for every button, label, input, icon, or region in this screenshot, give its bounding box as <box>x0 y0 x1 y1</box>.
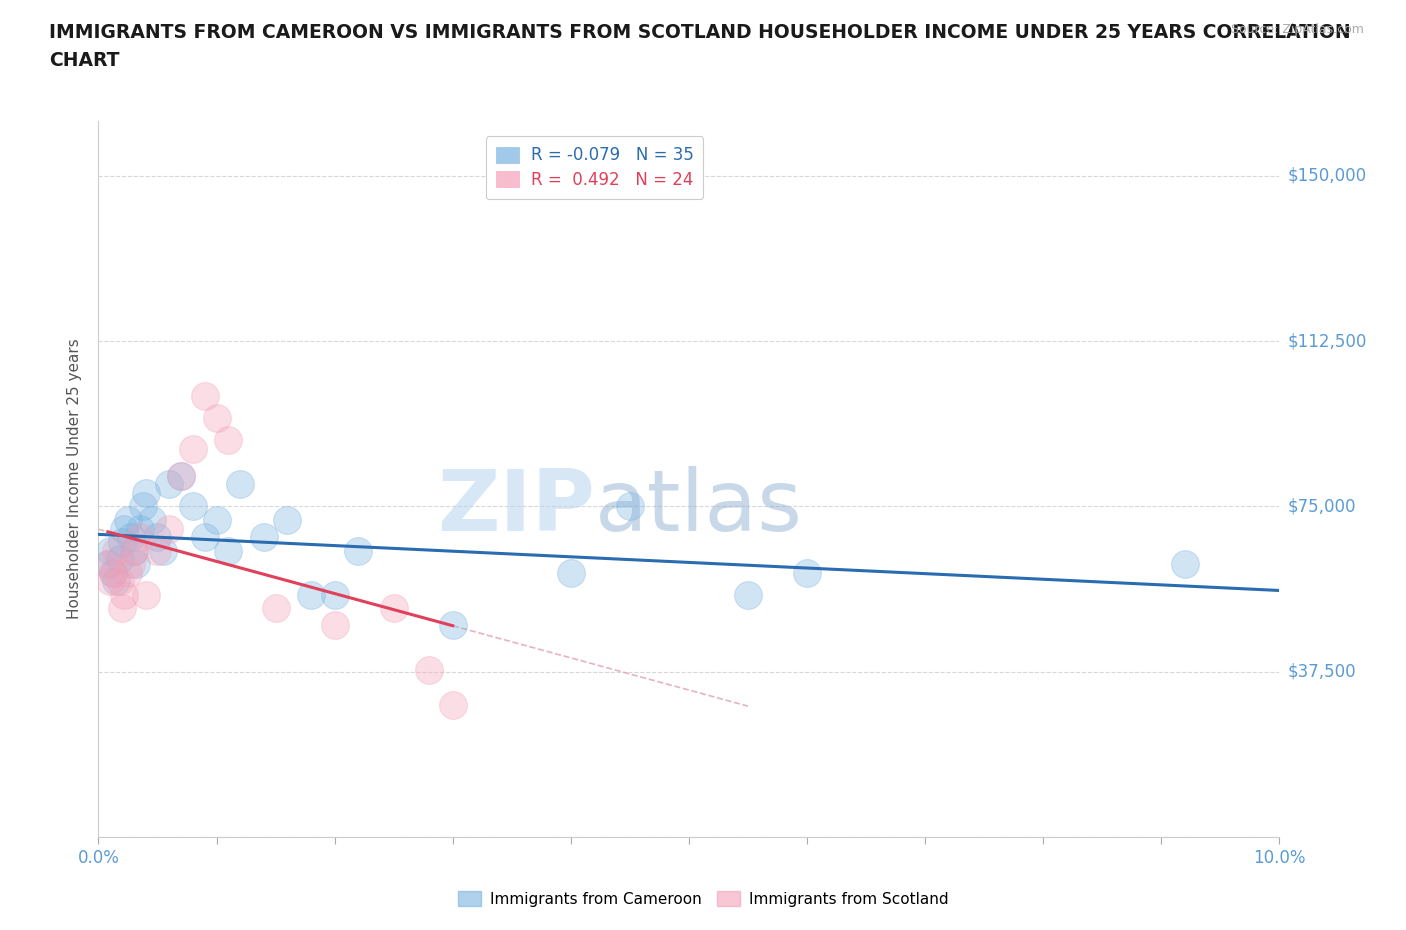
Point <box>560 565 582 580</box>
Text: ZIP: ZIP <box>437 466 595 549</box>
Point <box>101 565 124 580</box>
Point <box>157 521 180 536</box>
Point <box>796 565 818 580</box>
Point <box>98 574 121 589</box>
Point <box>323 618 346 633</box>
Point <box>217 543 239 558</box>
Point <box>97 556 120 571</box>
Legend: Immigrants from Cameroon, Immigrants from Scotland: Immigrants from Cameroon, Immigrants fro… <box>451 885 955 913</box>
Point <box>205 512 228 527</box>
Point <box>108 574 131 589</box>
Point <box>737 587 759 602</box>
Text: $112,500: $112,500 <box>1288 332 1367 351</box>
Point <box>264 601 287 616</box>
Point <box>146 543 169 558</box>
Point <box>141 512 163 527</box>
Point <box>121 530 143 545</box>
Point <box>111 601 134 616</box>
Text: atlas: atlas <box>595 466 803 549</box>
Point <box>135 587 157 602</box>
Point <box>117 512 139 527</box>
Point <box>111 535 134 550</box>
Point <box>97 556 120 571</box>
Text: Source: ZipAtlas.com: Source: ZipAtlas.com <box>1230 23 1364 36</box>
Point <box>122 543 145 558</box>
Point <box>101 565 124 580</box>
Point <box>152 543 174 558</box>
Text: $37,500: $37,500 <box>1288 663 1357 681</box>
Point <box>347 543 370 558</box>
Point <box>194 530 217 545</box>
Point <box>117 565 139 580</box>
Point <box>157 477 180 492</box>
Point <box>276 512 298 527</box>
Point <box>112 521 135 536</box>
Point <box>105 543 128 558</box>
Point <box>619 499 641 514</box>
Text: CHART: CHART <box>49 51 120 70</box>
Point <box>418 662 440 677</box>
Point <box>217 433 239 448</box>
Legend: R = -0.079   N = 35, R =  0.492   N = 24: R = -0.079 N = 35, R = 0.492 N = 24 <box>485 137 703 199</box>
Point <box>108 551 131 566</box>
Text: $75,000: $75,000 <box>1288 498 1357 515</box>
Point <box>170 468 193 483</box>
Point <box>181 499 204 514</box>
Point <box>98 543 121 558</box>
Point <box>253 530 276 545</box>
Point <box>441 698 464 712</box>
Point <box>128 530 150 545</box>
Point <box>170 468 193 483</box>
Point <box>135 485 157 500</box>
Point <box>229 477 252 492</box>
Point <box>1174 556 1197 571</box>
Y-axis label: Householder Income Under 25 years: Householder Income Under 25 years <box>67 339 83 619</box>
Point <box>205 411 228 426</box>
Point <box>121 556 143 571</box>
Point <box>194 389 217 404</box>
Text: IMMIGRANTS FROM CAMEROON VS IMMIGRANTS FROM SCOTLAND HOUSEHOLDER INCOME UNDER 25: IMMIGRANTS FROM CAMEROON VS IMMIGRANTS F… <box>49 23 1351 42</box>
Point <box>105 574 128 589</box>
Point <box>323 587 346 602</box>
Text: $150,000: $150,000 <box>1288 167 1367 185</box>
Point <box>181 442 204 457</box>
Point <box>132 499 155 514</box>
Point <box>299 587 322 602</box>
Point <box>122 543 145 558</box>
Point <box>128 521 150 536</box>
Point <box>382 601 405 616</box>
Point <box>112 587 135 602</box>
Point <box>146 530 169 545</box>
Point <box>125 556 148 571</box>
Point <box>441 618 464 633</box>
